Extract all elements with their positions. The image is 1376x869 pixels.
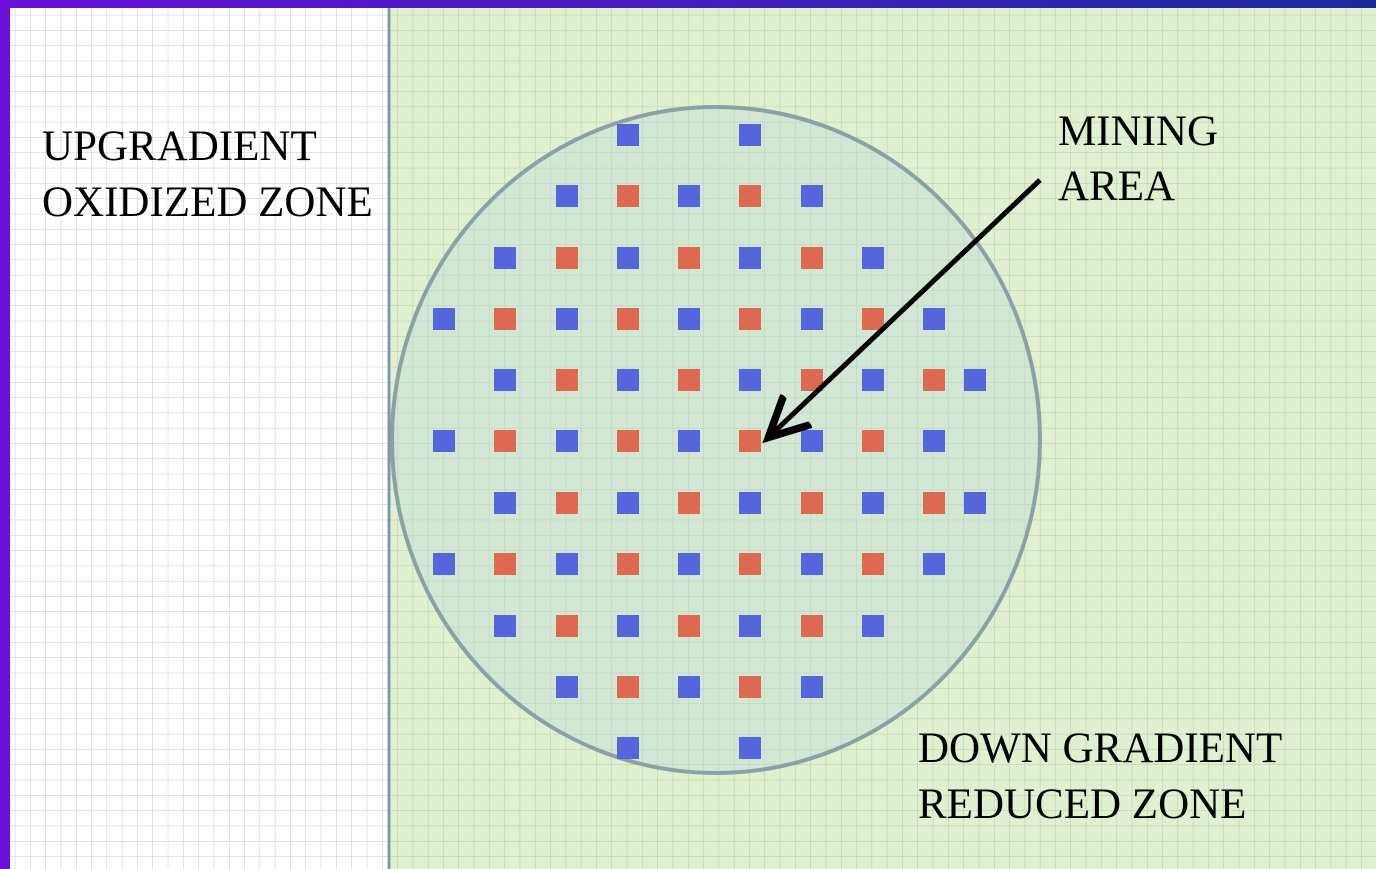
recovery-well [739, 676, 761, 698]
injection-well [862, 369, 884, 391]
recovery-well [617, 430, 639, 452]
injection-well [617, 492, 639, 514]
arrow [772, 178, 1042, 434]
recovery-well [801, 247, 823, 269]
recovery-well [801, 492, 823, 514]
injection-well [801, 430, 823, 452]
injection-well [494, 369, 516, 391]
recovery-well [923, 369, 945, 391]
recovery-well [678, 247, 700, 269]
injection-well [617, 615, 639, 637]
recovery-well [739, 553, 761, 575]
injection-well [678, 553, 700, 575]
recovery-well [617, 308, 639, 330]
injection-well [617, 369, 639, 391]
injection-well [617, 737, 639, 759]
left-border [0, 0, 10, 869]
injection-well [494, 492, 516, 514]
injection-well [862, 247, 884, 269]
injection-well [862, 492, 884, 514]
injection-well [556, 676, 578, 698]
recovery-well [739, 308, 761, 330]
injection-well [801, 185, 823, 207]
injection-well [923, 430, 945, 452]
injection-well [433, 553, 455, 575]
zone-label: OXIDIZED ZONE [42, 179, 373, 226]
recovery-well [556, 247, 578, 269]
recovery-well [556, 615, 578, 637]
injection-well [964, 369, 986, 391]
recovery-well [862, 430, 884, 452]
injection-well [433, 430, 455, 452]
injection-well [678, 308, 700, 330]
injection-well [739, 247, 761, 269]
zone-label: MINING [1058, 108, 1218, 155]
zone-label: UPGRADIENT [42, 123, 317, 170]
injection-well [556, 553, 578, 575]
injection-well [739, 369, 761, 391]
recovery-well [678, 369, 700, 391]
injection-well [617, 124, 639, 146]
recovery-well [801, 369, 823, 391]
recovery-well [617, 553, 639, 575]
recovery-well [617, 185, 639, 207]
injection-well [964, 492, 986, 514]
zone-label: AREA [1058, 163, 1175, 210]
wells [433, 124, 986, 759]
injection-well [923, 308, 945, 330]
recovery-well [494, 430, 516, 452]
injection-well [801, 553, 823, 575]
recovery-well [617, 676, 639, 698]
injection-well [678, 676, 700, 698]
injection-well [494, 247, 516, 269]
recovery-well [494, 308, 516, 330]
zone-label: REDUCED ZONE [918, 781, 1246, 828]
injection-well [862, 615, 884, 637]
injection-well [923, 553, 945, 575]
top-border [0, 0, 1376, 8]
injection-well [801, 676, 823, 698]
recovery-well [739, 185, 761, 207]
recovery-well [556, 369, 578, 391]
injection-well [556, 308, 578, 330]
injection-well [739, 615, 761, 637]
injection-well [739, 124, 761, 146]
zone-label: DOWN GRADIENT [918, 725, 1282, 772]
recovery-well [556, 492, 578, 514]
recovery-well [739, 430, 761, 452]
recovery-well [678, 615, 700, 637]
recovery-well [494, 553, 516, 575]
injection-well [739, 492, 761, 514]
injection-well [433, 308, 455, 330]
injection-well [494, 615, 516, 637]
recovery-well [678, 492, 700, 514]
injection-well [617, 247, 639, 269]
injection-well [678, 185, 700, 207]
injection-well [739, 737, 761, 759]
recovery-well [923, 492, 945, 514]
recovery-well [801, 615, 823, 637]
recovery-well [862, 308, 884, 330]
recovery-well [862, 553, 884, 575]
injection-well [556, 185, 578, 207]
injection-well [801, 308, 823, 330]
injection-well [678, 430, 700, 452]
injection-well [556, 430, 578, 452]
mining-area [390, 105, 1042, 775]
